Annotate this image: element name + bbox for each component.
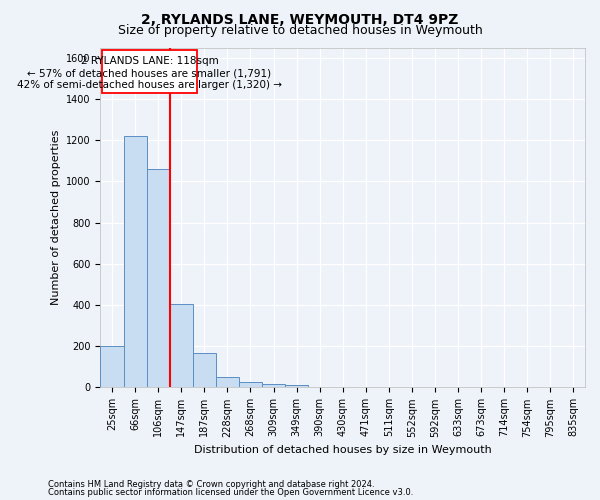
Bar xyxy=(262,384,285,388)
Text: Contains HM Land Registry data © Crown copyright and database right 2024.: Contains HM Land Registry data © Crown c… xyxy=(48,480,374,489)
X-axis label: Distribution of detached houses by size in Weymouth: Distribution of detached houses by size … xyxy=(194,445,491,455)
Bar xyxy=(285,385,308,388)
Bar xyxy=(170,304,193,388)
FancyBboxPatch shape xyxy=(101,50,197,93)
Text: Contains public sector information licensed under the Open Government Licence v3: Contains public sector information licen… xyxy=(48,488,413,497)
Text: 42% of semi-detached houses are larger (1,320) →: 42% of semi-detached houses are larger (… xyxy=(17,80,282,90)
Text: ← 57% of detached houses are smaller (1,791): ← 57% of detached houses are smaller (1,… xyxy=(28,68,272,78)
Bar xyxy=(193,354,216,388)
Y-axis label: Number of detached properties: Number of detached properties xyxy=(50,130,61,305)
Bar xyxy=(239,382,262,388)
Text: Size of property relative to detached houses in Weymouth: Size of property relative to detached ho… xyxy=(118,24,482,37)
Text: 2 RYLANDS LANE: 118sqm: 2 RYLANDS LANE: 118sqm xyxy=(80,56,218,66)
Text: 2, RYLANDS LANE, WEYMOUTH, DT4 9PZ: 2, RYLANDS LANE, WEYMOUTH, DT4 9PZ xyxy=(142,12,458,26)
Bar xyxy=(100,346,124,388)
Bar xyxy=(124,136,146,388)
Bar xyxy=(216,377,239,388)
Bar xyxy=(146,169,170,388)
